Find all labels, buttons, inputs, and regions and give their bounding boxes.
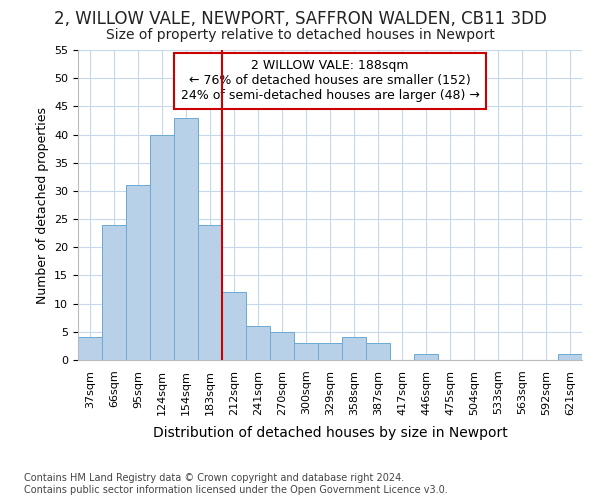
Bar — [366, 343, 390, 360]
Bar — [102, 224, 126, 360]
Bar — [342, 338, 366, 360]
Bar — [414, 354, 438, 360]
Bar — [174, 118, 198, 360]
Bar — [270, 332, 294, 360]
Bar — [126, 186, 150, 360]
Bar — [318, 343, 342, 360]
Bar — [294, 343, 318, 360]
X-axis label: Distribution of detached houses by size in Newport: Distribution of detached houses by size … — [152, 426, 508, 440]
Text: 2 WILLOW VALE: 188sqm
← 76% of detached houses are smaller (152)
24% of semi-det: 2 WILLOW VALE: 188sqm ← 76% of detached … — [181, 60, 479, 102]
Bar — [222, 292, 246, 360]
Bar — [78, 338, 102, 360]
Bar — [198, 224, 222, 360]
Bar — [246, 326, 270, 360]
Y-axis label: Number of detached properties: Number of detached properties — [35, 106, 49, 304]
Text: Size of property relative to detached houses in Newport: Size of property relative to detached ho… — [106, 28, 494, 42]
Text: Contains HM Land Registry data © Crown copyright and database right 2024.
Contai: Contains HM Land Registry data © Crown c… — [24, 474, 448, 495]
Bar — [558, 354, 582, 360]
Text: 2, WILLOW VALE, NEWPORT, SAFFRON WALDEN, CB11 3DD: 2, WILLOW VALE, NEWPORT, SAFFRON WALDEN,… — [53, 10, 547, 28]
Bar — [150, 134, 174, 360]
